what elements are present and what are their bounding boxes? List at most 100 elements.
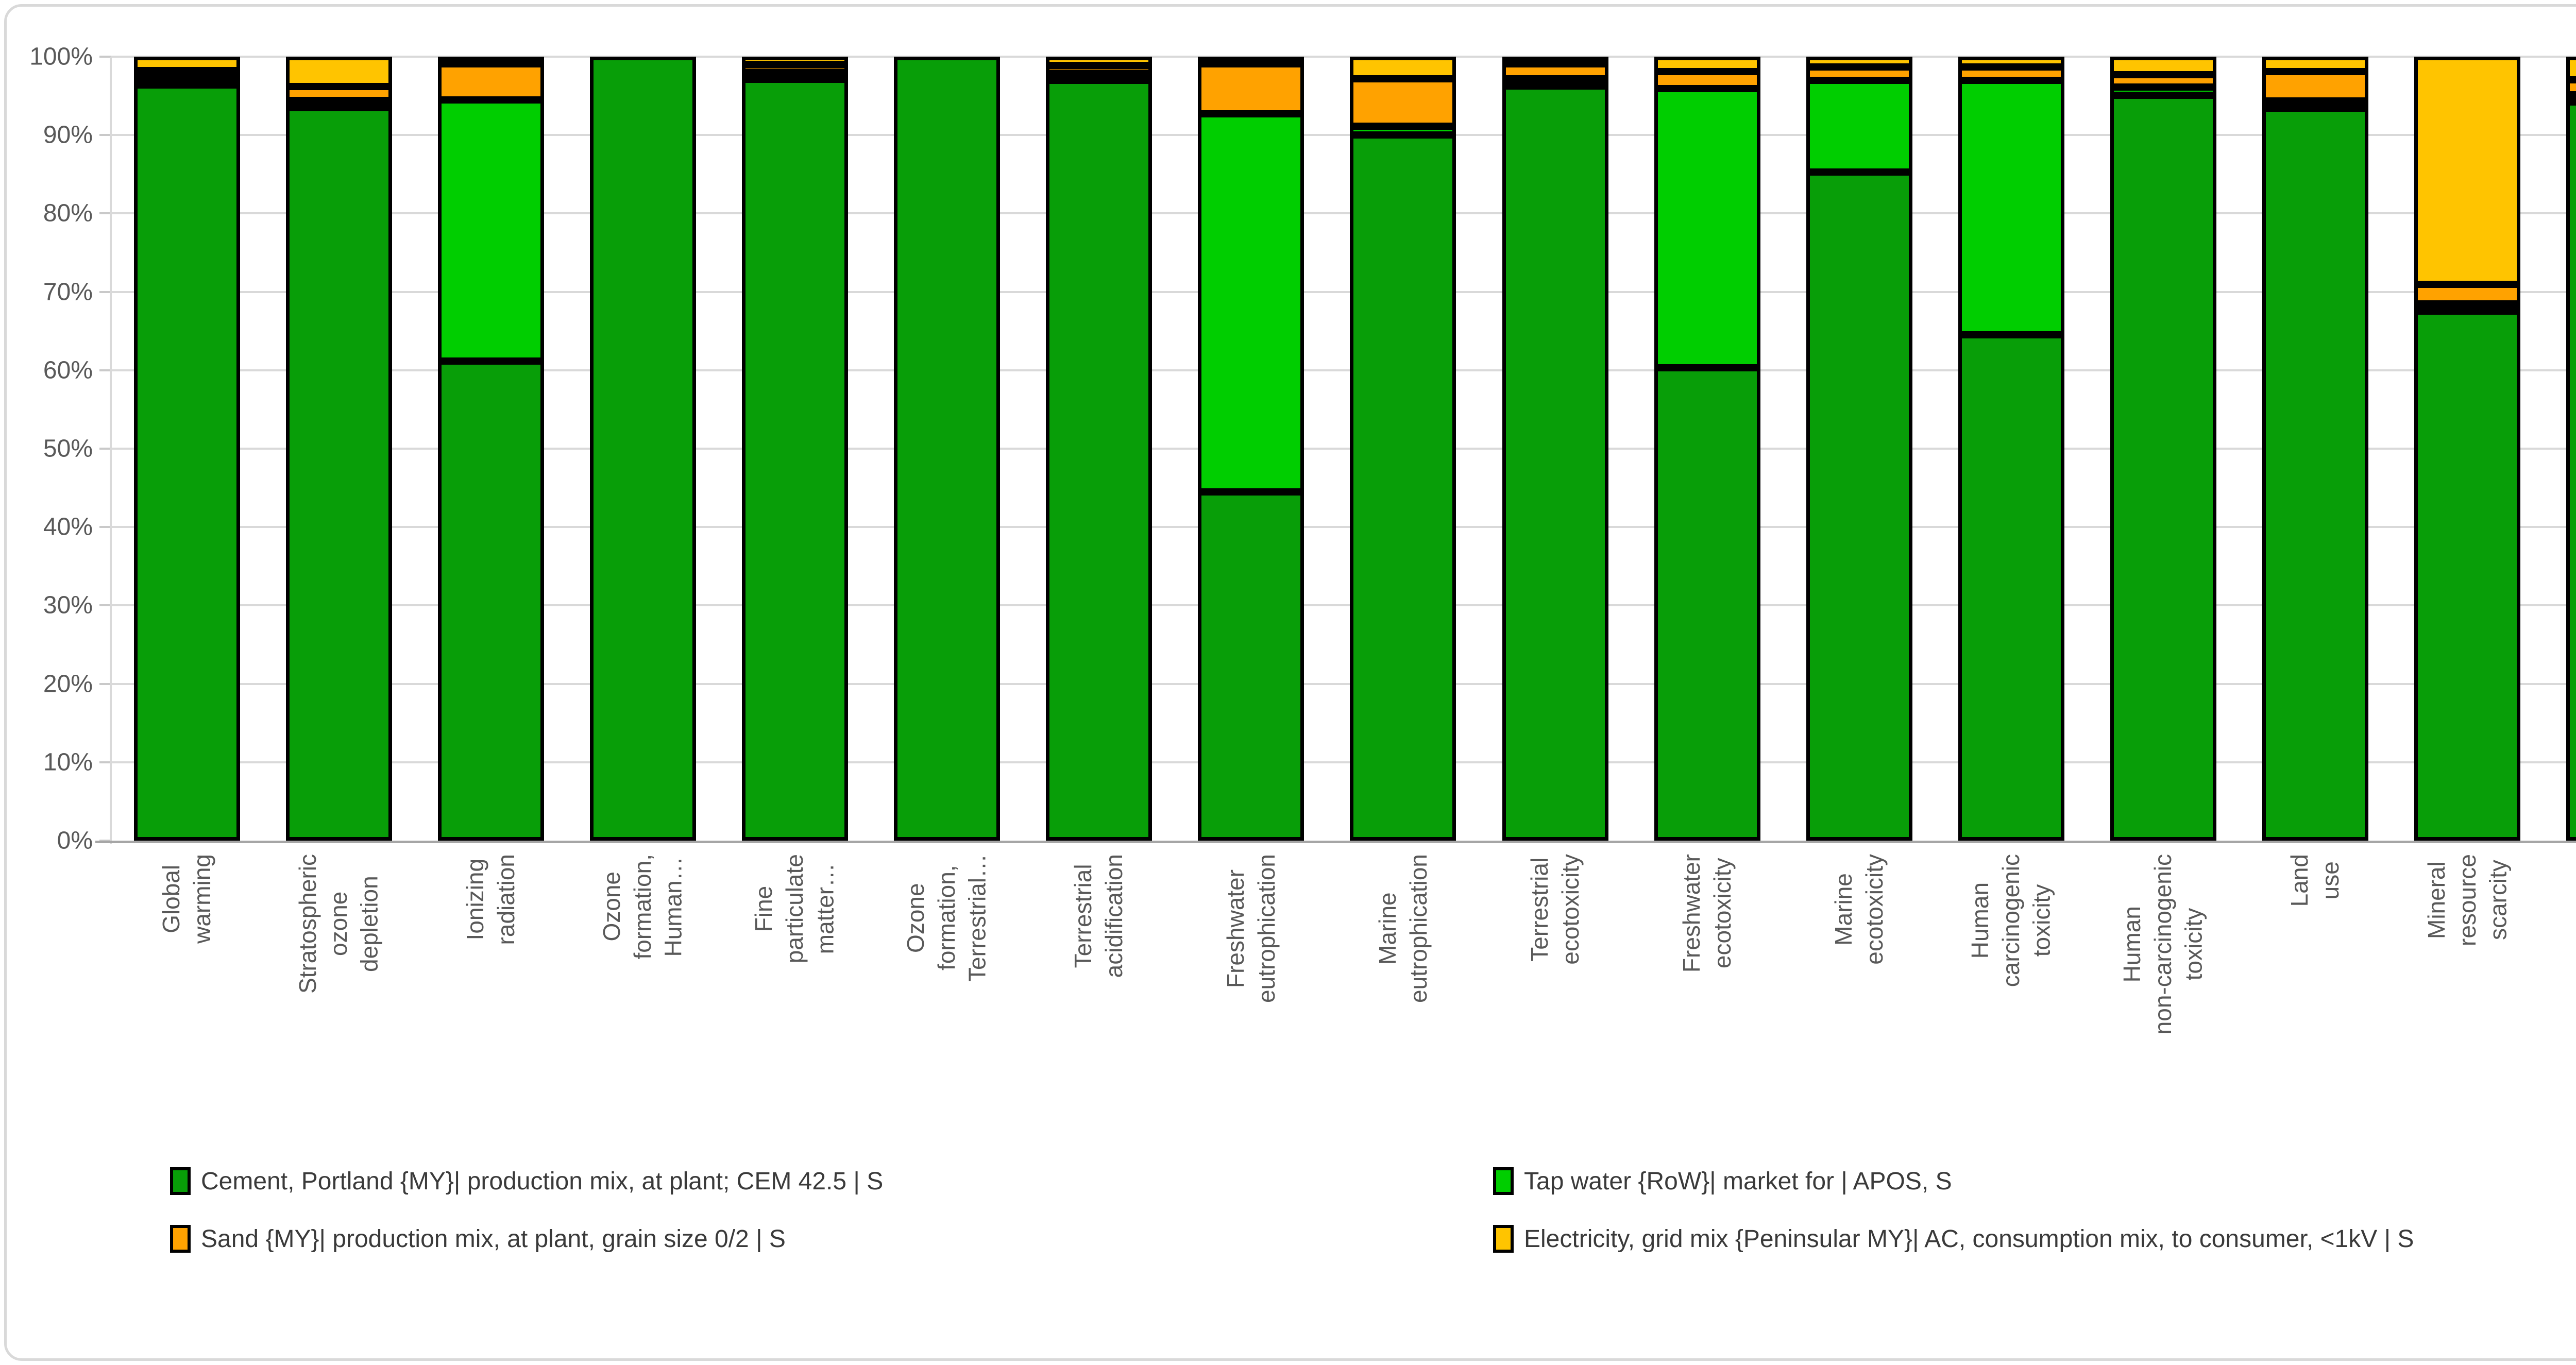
bar-segment	[2414, 284, 2521, 304]
category-label-text: Marine ecotoxicity	[1829, 854, 1888, 965]
category-label-text: Land use	[2286, 854, 2344, 907]
bar-segment	[1046, 73, 1153, 80]
category-label: Land use	[2240, 854, 2392, 1150]
y-axis-tick-mark	[99, 369, 111, 371]
bar-segment	[2566, 80, 2576, 95]
gridline	[111, 134, 2576, 136]
bar-segment	[2414, 303, 2521, 311]
bar-segment	[2566, 102, 2576, 841]
bar-mineral-resource-scarcity	[2414, 57, 2521, 841]
category-label: Terrestrial acidification	[1023, 854, 1175, 1150]
category-label-text: Terrestrial acidification	[1070, 854, 1128, 978]
legend-swatch-cement	[170, 1167, 191, 1195]
category-label: Terrestrial ecotoxicity	[1479, 854, 1631, 1150]
bar-segment	[2262, 101, 2369, 109]
bar-segment	[742, 64, 848, 73]
bar-fine-particulate-matter	[742, 57, 848, 841]
bar-terrestrial-acidification	[1046, 57, 1153, 841]
bar-segment	[437, 361, 544, 841]
bar-segment	[133, 78, 240, 86]
bar-segment	[2566, 57, 2576, 80]
bar-marine-eutrophication	[1350, 57, 1456, 841]
y-axis-tick-label: 100%	[29, 43, 93, 71]
bar-segment	[133, 71, 240, 78]
bar-segment	[2110, 75, 2216, 88]
bar-terrestrial-ecotoxicity	[1502, 57, 1608, 841]
bar-segment	[1350, 78, 1456, 127]
bar-freshwater-eutrophication	[1198, 57, 1304, 841]
legend-label-electricity: Electricity, grid mix {Peninsular MY}| A…	[1524, 1225, 2414, 1253]
bar-segment	[133, 57, 240, 71]
bar-land-use	[2262, 57, 2369, 841]
y-axis-tick-label: 40%	[43, 513, 93, 541]
gridline	[111, 761, 2576, 763]
bar-segment	[1806, 172, 1912, 841]
category-label-text: Mineral resource scarcity	[2422, 854, 2512, 946]
category-label: Ozone formation, Terrestrial…	[871, 854, 1023, 1150]
bar-global-warming	[133, 57, 240, 841]
bar-segment	[1502, 64, 1608, 79]
legend-label-cement: Cement, Portland {MY}| production mix, a…	[201, 1167, 884, 1195]
bar-segment	[1806, 66, 1912, 80]
bar-segment	[1046, 57, 1153, 65]
y-axis-tick-mark	[99, 56, 111, 58]
legend-swatch-sand	[170, 1225, 191, 1253]
bar-segment	[285, 57, 392, 87]
category-label-text: Marine eutrophication	[1374, 854, 1432, 1003]
bar-segment	[133, 85, 240, 841]
bar-segment	[1654, 89, 1760, 368]
y-axis-tick-mark	[99, 604, 111, 607]
bar-segment	[894, 57, 1001, 841]
bar-segment	[1654, 71, 1760, 89]
bar-segment	[1198, 491, 1304, 841]
category-label: Ionizing radiation	[415, 854, 567, 1150]
category-label-text: Human non-carcinogenic toxicity	[2119, 854, 2207, 1035]
gridline	[111, 448, 2576, 450]
x-axis-line	[95, 841, 2576, 843]
y-axis-tick-label: 90%	[43, 121, 93, 149]
y-axis-tick-mark	[99, 212, 111, 215]
category-label-text: Ozone formation, Terrestrial…	[902, 854, 991, 982]
gridline	[111, 212, 2576, 215]
category-label-text: Global warming	[157, 854, 215, 944]
bar-segment	[2566, 95, 2576, 103]
bar-segment	[1806, 80, 1912, 172]
category-label-text: Human carcinogenic toxicity	[1967, 854, 2055, 987]
bar-segment	[742, 57, 848, 65]
bar-segment	[1046, 65, 1153, 73]
bar-segment	[1198, 64, 1304, 114]
category-label-text: Ionizing radiation	[461, 854, 519, 945]
bar-segment	[1198, 57, 1304, 64]
gridline	[111, 291, 2576, 293]
category-label-text: Fine particulate matter…	[750, 854, 839, 964]
bar-segment	[1958, 80, 2064, 335]
legend-swatch-tap-water	[1493, 1167, 1514, 1195]
bar-segment	[589, 57, 696, 841]
category-label: Ozone formation, Human…	[567, 854, 719, 1150]
bar-segment	[1046, 80, 1153, 841]
legend-entry-tap-water: Tap water {RoW}| market for | APOS, S	[1493, 1165, 1952, 1197]
bar-segment	[285, 107, 392, 841]
category-label-text: Freshwater ecotoxicity	[1677, 854, 1736, 973]
gridline	[111, 526, 2576, 528]
y-axis-tick-mark	[99, 448, 111, 450]
bar-segment	[437, 99, 544, 362]
gridline	[111, 604, 2576, 607]
bar-human-non-carcinogenic-toxicity	[2110, 57, 2216, 841]
y-axis-tick-label: 30%	[43, 591, 93, 619]
bar-segment	[1502, 86, 1608, 841]
bar-segment	[1350, 57, 1456, 79]
bar-segment	[1502, 57, 1608, 64]
y-axis-tick-label: 0%	[57, 827, 93, 855]
bar-segment	[1198, 114, 1304, 492]
legend-entry-cement: Cement, Portland {MY}| production mix, a…	[170, 1165, 883, 1197]
category-label: Marine eutrophication	[1327, 854, 1479, 1150]
bar-segment	[1502, 78, 1608, 86]
y-axis-tick-label: 20%	[43, 670, 93, 698]
y-axis-tick-mark	[99, 134, 111, 136]
category-label: Fossil resource scarcity	[2544, 854, 2576, 1150]
category-label-text: Fossil resource scarcity	[2574, 869, 2576, 931]
bar-segment	[742, 79, 848, 841]
gridline	[111, 369, 2576, 371]
